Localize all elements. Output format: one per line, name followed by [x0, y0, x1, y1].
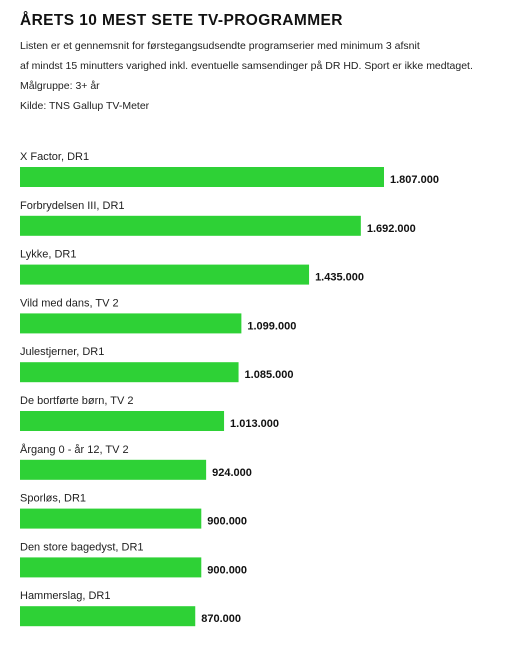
bar: [20, 167, 384, 187]
value-label: 1.099.000: [247, 320, 296, 332]
category-label: Vild med dans, TV 2: [20, 297, 119, 309]
value-label: 900.000: [207, 564, 247, 576]
bar: [20, 264, 310, 285]
bar: [20, 215, 361, 236]
value-label: 1.807.000: [390, 174, 439, 186]
category-label: Lykke, DR1: [20, 249, 76, 261]
target-group-note: Målgruppe: 3+ år: [20, 80, 100, 92]
category-label: Julestjerner, DR1: [20, 346, 104, 358]
source-note: Kilde: TNS Gallup TV-Meter: [20, 100, 150, 112]
bar: [20, 459, 207, 480]
subtitle-line-1: Listen er et gennemsnit for førstegangsu…: [20, 40, 420, 52]
value-label: 1.013.000: [230, 418, 279, 430]
value-label: 1.692.000: [367, 223, 416, 235]
category-label: Hammerslag, DR1: [20, 590, 110, 602]
bar: [20, 557, 202, 578]
category-label: Forbrydelsen III, DR1: [20, 200, 125, 212]
bar: [20, 508, 202, 529]
category-label: X Factor, DR1: [20, 151, 89, 163]
value-label: 870.000: [201, 613, 241, 625]
subtitle-line-2: af mindst 15 minutters varighed inkl. ev…: [20, 60, 473, 72]
value-label: 924.000: [212, 467, 252, 479]
bar: [20, 606, 196, 627]
value-label: 1.085.000: [245, 369, 294, 381]
category-label: Den store bagedyst, DR1: [20, 541, 144, 553]
category-label: Sporløs, DR1: [20, 493, 86, 505]
category-label: Årgang 0 - år 12, TV 2: [20, 443, 129, 456]
bar: [20, 411, 225, 431]
bar: [20, 313, 242, 334]
value-label: 900.000: [207, 516, 247, 528]
value-label: 1.435.000: [315, 272, 364, 284]
bar: [20, 362, 239, 383]
chart-title: ÅRETS 10 MEST SETE TV-PROGRAMMER: [20, 12, 343, 29]
category-label: De bortførte børn, TV 2: [20, 395, 134, 407]
